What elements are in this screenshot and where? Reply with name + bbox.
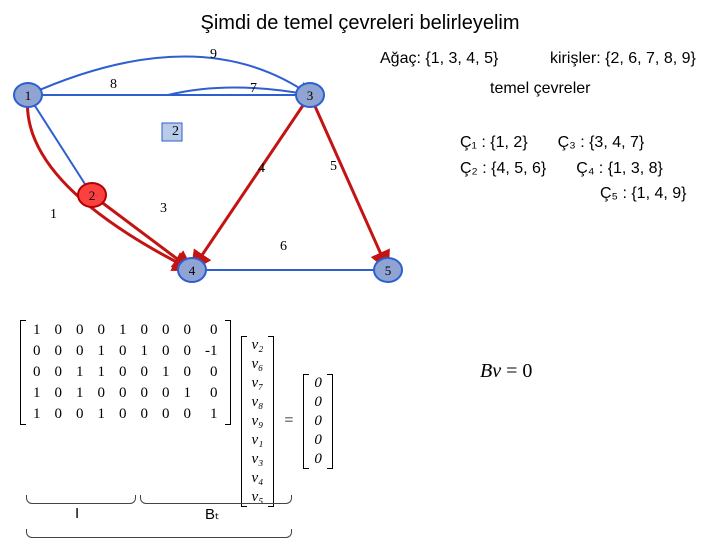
svg-text:4: 4: [189, 263, 196, 278]
loop-c4: Ç₄ : {1, 3, 8}: [576, 156, 663, 182]
matrix-partition-labels: I Bₜ B: [20, 495, 460, 540]
svg-text:2: 2: [89, 188, 96, 203]
svg-text:3: 3: [160, 201, 167, 216]
label-Bt: Bₜ: [205, 505, 219, 523]
matrix-equation: 10001000000010100-1001100100101000010100…: [20, 320, 460, 520]
svg-text:1: 1: [50, 207, 57, 222]
loops-list: Ç₁ : {1, 2} Ç₃ : {3, 4, 7} Ç₂ : {4, 5, 6…: [460, 130, 687, 207]
loop-c3: Ç₃ : {3, 4, 7}: [558, 130, 645, 156]
svg-text:5: 5: [330, 159, 337, 174]
loop-c1: Ç₁ : {1, 2}: [460, 130, 528, 156]
loop-c2: Ç₂ : {4, 5, 6}: [460, 156, 546, 182]
svg-text:2: 2: [172, 124, 179, 139]
page-title: Şimdi de temel çevreleri belirleyelim: [0, 12, 720, 35]
loop-graph: 9 8 7 2 4 3 6 1 5 1 2 3 4 5: [0, 40, 440, 300]
svg-text:5: 5: [385, 263, 392, 278]
loop-c5: Ç₅ : {1, 4, 9}: [600, 181, 687, 207]
svg-text:7: 7: [250, 81, 257, 96]
chords-label: kirişler: {2, 6, 7, 8, 9}: [550, 50, 696, 68]
svg-text:1: 1: [25, 88, 32, 103]
label-I: I: [75, 505, 79, 522]
equation-bv: Bν = 0: [480, 360, 532, 383]
svg-text:4: 4: [258, 161, 265, 176]
svg-text:8: 8: [110, 77, 117, 92]
loops-heading: temel çevreler: [490, 80, 590, 98]
svg-text:9: 9: [210, 47, 217, 62]
svg-text:6: 6: [280, 239, 287, 254]
svg-text:3: 3: [307, 88, 314, 103]
